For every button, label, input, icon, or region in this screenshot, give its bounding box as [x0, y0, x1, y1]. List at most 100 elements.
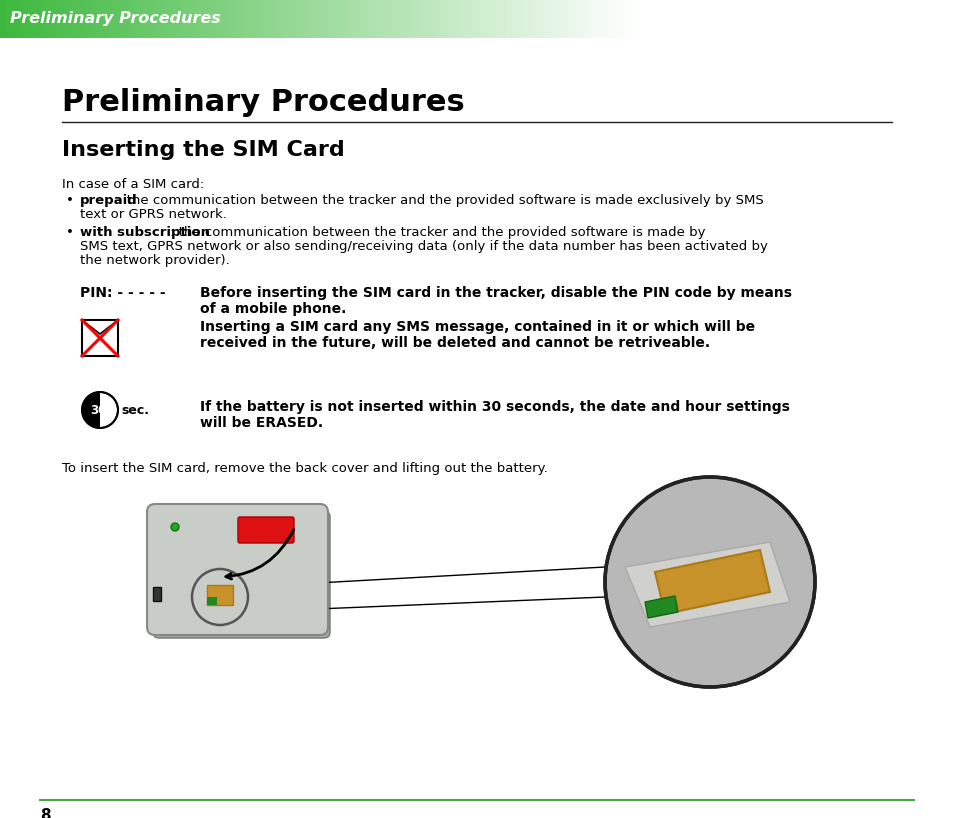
Bar — [117, 0, 121, 38]
Bar — [289, 0, 293, 38]
Bar — [826, 0, 829, 38]
Bar — [324, 0, 327, 38]
Bar — [64, 0, 67, 38]
FancyBboxPatch shape — [147, 504, 328, 635]
Bar — [245, 0, 248, 38]
Bar — [562, 0, 565, 38]
Bar — [801, 0, 803, 38]
Bar — [610, 0, 613, 38]
Bar — [355, 0, 359, 38]
Bar — [429, 0, 432, 38]
Bar — [400, 0, 403, 38]
Bar — [45, 0, 48, 38]
Bar — [210, 0, 213, 38]
Bar — [394, 0, 397, 38]
Bar — [162, 0, 165, 38]
Text: •: • — [66, 194, 73, 207]
Bar — [588, 0, 591, 38]
Text: Inserting a SIM card any SMS message, contained in it or which will be: Inserting a SIM card any SMS message, co… — [200, 320, 755, 334]
Text: : the communication between the tracker and the provided software is made by: : the communication between the tracker … — [170, 226, 705, 239]
Bar — [670, 0, 674, 38]
Bar — [679, 0, 683, 38]
Bar — [188, 0, 191, 38]
Bar — [718, 0, 721, 38]
Bar — [781, 0, 784, 38]
Bar — [207, 597, 216, 605]
Bar — [575, 0, 578, 38]
Bar — [498, 0, 502, 38]
Bar — [388, 0, 391, 38]
Bar — [114, 0, 117, 38]
Bar — [817, 0, 820, 38]
Bar — [131, 0, 133, 38]
Bar — [73, 0, 76, 38]
Bar — [569, 0, 572, 38]
Bar — [219, 0, 222, 38]
Bar — [391, 0, 394, 38]
Bar — [861, 0, 864, 38]
Text: : the communication between the tracker and the provided software is made exclus: : the communication between the tracker … — [118, 194, 763, 207]
Bar — [820, 0, 822, 38]
Bar — [331, 0, 334, 38]
Bar — [257, 0, 260, 38]
Bar — [3, 0, 7, 38]
Bar — [31, 0, 35, 38]
Bar — [556, 0, 559, 38]
Bar — [426, 0, 429, 38]
Bar — [207, 0, 210, 38]
Bar — [143, 0, 146, 38]
Bar — [664, 0, 667, 38]
Bar — [483, 0, 486, 38]
Bar — [343, 0, 346, 38]
Bar — [708, 0, 712, 38]
Bar — [803, 0, 807, 38]
Bar — [327, 0, 331, 38]
Bar — [279, 0, 283, 38]
Bar — [788, 0, 791, 38]
Bar — [889, 0, 893, 38]
Bar — [883, 0, 886, 38]
Bar — [140, 0, 143, 38]
Bar — [746, 0, 750, 38]
Bar — [927, 0, 931, 38]
Bar — [765, 0, 769, 38]
Bar — [19, 0, 22, 38]
Bar — [880, 0, 883, 38]
Bar — [772, 0, 775, 38]
Bar — [705, 0, 708, 38]
Bar — [51, 0, 54, 38]
Bar — [740, 0, 743, 38]
Bar — [689, 0, 693, 38]
Bar — [931, 0, 934, 38]
Bar — [893, 0, 896, 38]
Bar — [572, 0, 575, 38]
Bar — [546, 0, 550, 38]
Bar — [693, 0, 696, 38]
Bar — [35, 0, 38, 38]
Bar — [924, 0, 927, 38]
Bar — [267, 0, 270, 38]
Circle shape — [171, 523, 179, 531]
Bar — [753, 0, 756, 38]
Bar — [0, 0, 3, 38]
Bar — [108, 0, 112, 38]
Bar — [241, 0, 245, 38]
Bar — [397, 0, 400, 38]
Bar — [467, 0, 470, 38]
Bar — [908, 0, 912, 38]
Bar — [474, 0, 476, 38]
Bar — [295, 0, 298, 38]
Bar — [455, 0, 457, 38]
Bar — [174, 0, 178, 38]
Bar — [381, 0, 384, 38]
Bar — [191, 0, 193, 38]
Polygon shape — [644, 596, 678, 618]
Bar — [169, 0, 172, 38]
Bar — [12, 0, 16, 38]
Bar — [152, 0, 155, 38]
Bar — [918, 0, 922, 38]
Text: 8: 8 — [40, 808, 51, 818]
Text: In case of a SIM card:: In case of a SIM card: — [62, 178, 204, 191]
Circle shape — [82, 392, 118, 428]
Bar — [715, 0, 718, 38]
